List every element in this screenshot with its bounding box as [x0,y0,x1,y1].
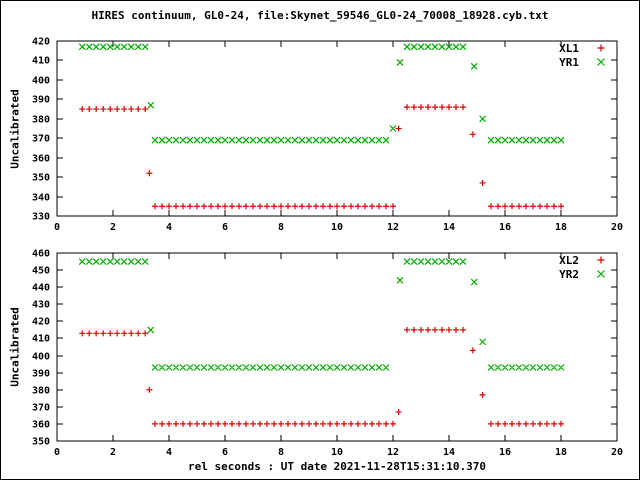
y-tick-label: 380 [32,386,50,397]
x-tick-label: 14 [443,222,455,233]
x-tick-label: 18 [555,222,567,233]
series-points-XL2 [79,326,564,427]
legend-marker-YR1 [597,58,605,66]
series-points-YR2 [78,258,565,371]
y-tick-label: 450 [32,266,50,277]
legend-label-YR1: YR1 [559,56,579,69]
x-tick-label: 12 [387,447,399,458]
legend-label-XL2: XL2 [559,254,579,267]
x-tick-label: 16 [499,222,511,233]
legend-marker-XL2 [597,256,605,264]
x-tick-label: 8 [278,222,284,233]
x-axis-label: rel seconds : UT date 2021-11-28T15:31:1… [187,460,486,473]
legend-marker-YR2 [597,270,605,278]
x-tick-label: 14 [443,447,455,458]
series-points-XL1 [79,104,564,210]
x-tick-label: 10 [331,447,343,458]
plot-border-0 [56,40,618,217]
y-tick-label: 370 [32,134,50,145]
y-tick-label: 330 [32,212,50,223]
y-tick-label: 390 [32,95,50,106]
x-tick-label: 0 [54,222,60,233]
x-tick-label: 12 [387,222,399,233]
x-tick-label: 16 [499,447,511,458]
y-tick-label: 390 [32,369,50,380]
x-tick-label: 20 [611,222,623,233]
x-tick-label: 6 [222,447,228,458]
y-tick-label: 350 [32,437,50,448]
x-tick-label: 18 [555,447,567,458]
x-tick-label: 6 [222,222,228,233]
x-tick-label: 2 [110,447,116,458]
y-tick-label: 340 [32,193,50,204]
y-tick-label: 380 [32,115,50,126]
y-tick-label: 460 [32,249,50,260]
chart-title: HIRES continuum, GL0-24, file:Skynet_595… [91,9,549,22]
series-points-YR1 [78,43,565,144]
x-tick-label: 0 [54,447,60,458]
y-tick-label: 350 [32,173,50,184]
x-tick-label: 8 [278,447,284,458]
x-tick-label: 20 [611,447,623,458]
x-tick-label: 10 [331,222,343,233]
y-tick-label: 360 [32,154,50,165]
y-tick-label: 410 [32,334,50,345]
legend-label-YR2: YR2 [559,268,579,281]
y-tick-label: 440 [32,283,50,294]
legend-marker-XL1 [597,44,605,52]
y-tick-label: 400 [32,76,50,87]
y-tick-label: 420 [32,317,50,328]
y-tick-label: 360 [32,420,50,431]
x-tick-label: 2 [110,222,116,233]
y-tick-label: 410 [32,56,50,67]
x-tick-label: 4 [166,222,172,233]
y-tick-label: 420 [32,37,50,48]
plot-border-1 [56,252,618,442]
y-tick-label: 430 [32,300,50,311]
legend-label-XL1: XL1 [559,42,579,55]
y-tick-label: 400 [32,352,50,363]
y-tick-label: 370 [32,403,50,414]
x-tick-label: 4 [166,447,172,458]
